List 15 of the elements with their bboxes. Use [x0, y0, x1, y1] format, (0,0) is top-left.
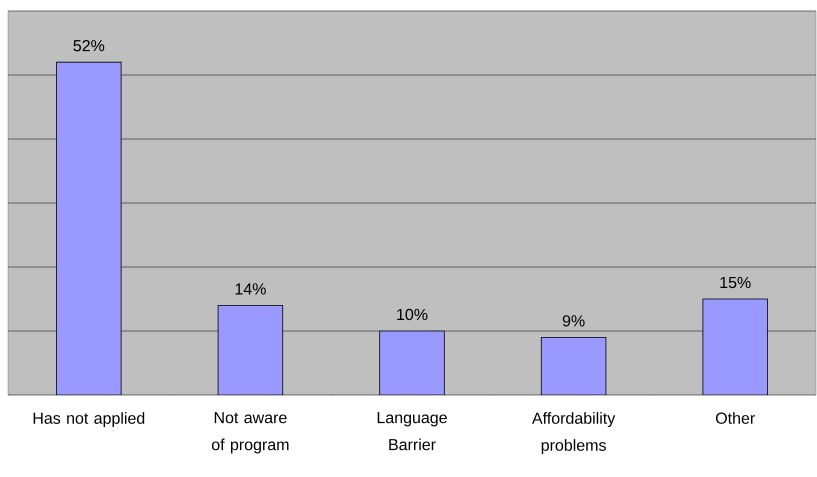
- bar: [702, 298, 768, 395]
- x-tick-label: Has not applied: [34, 412, 144, 428]
- data-label: 10%: [397, 308, 428, 320]
- bar: [379, 330, 445, 395]
- data-label: 15%: [720, 276, 751, 288]
- bar: [218, 305, 284, 395]
- x-tick-label: Not aware of program: [212, 412, 288, 454]
- x-tick-label: Other: [716, 412, 755, 424]
- bar: [56, 62, 122, 395]
- data-label: 52%: [73, 40, 104, 52]
- x-tick-label: Affordability problems: [532, 412, 616, 454]
- data-label: 9%: [562, 315, 585, 327]
- x-tick-label: Language Barrier: [378, 412, 447, 450]
- bar: [540, 337, 606, 395]
- data-label: 14%: [236, 283, 266, 295]
